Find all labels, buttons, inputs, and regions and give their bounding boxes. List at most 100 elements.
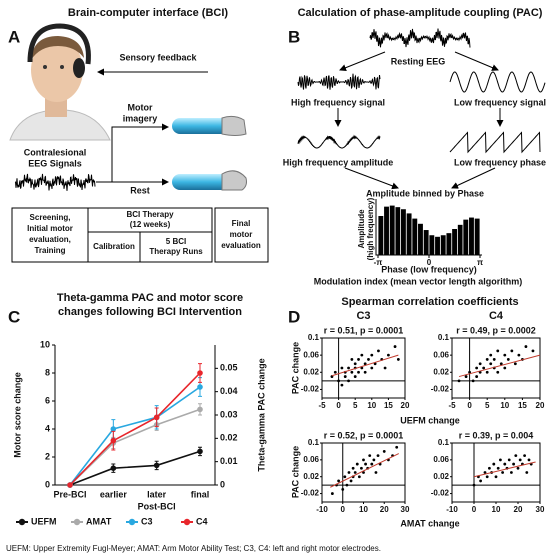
bar xyxy=(395,207,401,255)
point xyxy=(360,366,364,370)
point xyxy=(330,492,334,495)
x-tick-label: 30 xyxy=(401,505,410,514)
y-tick-label: 0.02 xyxy=(303,472,319,481)
waveform xyxy=(449,131,541,154)
point xyxy=(496,370,500,374)
point xyxy=(503,366,507,370)
label: Resting EEG xyxy=(391,56,446,66)
caption: UEFM: Upper Extremity Fugl-Meyer; AMAT: … xyxy=(6,544,381,553)
point xyxy=(482,366,486,370)
table-cell: BCI Therapy xyxy=(126,210,174,219)
point xyxy=(475,366,479,370)
point xyxy=(343,375,347,378)
point xyxy=(492,358,496,361)
point xyxy=(372,458,376,462)
point xyxy=(512,462,515,466)
point xyxy=(393,345,397,348)
label: Modulation index (mean vector length alg… xyxy=(314,276,523,286)
x-tick-label: -5 xyxy=(448,401,456,410)
point xyxy=(362,458,365,462)
table-cell: evaluation xyxy=(221,241,261,250)
point xyxy=(485,475,489,479)
point xyxy=(492,462,496,466)
bar xyxy=(406,213,412,255)
point xyxy=(457,379,461,383)
waveform xyxy=(449,71,546,93)
point xyxy=(374,471,378,474)
x-axis-label: UEFM change xyxy=(400,415,460,425)
point xyxy=(353,471,357,474)
panel-letter: A xyxy=(8,27,20,46)
panel-letter: B xyxy=(288,27,300,46)
x-tick-label: -10 xyxy=(316,505,328,514)
point xyxy=(395,445,399,449)
point xyxy=(464,375,468,378)
point xyxy=(357,370,360,374)
table-cell: Final xyxy=(232,219,251,228)
point xyxy=(503,353,507,357)
point xyxy=(360,466,363,470)
panel-letter: C xyxy=(8,307,20,326)
y-tick-label: 6 xyxy=(45,395,50,405)
point xyxy=(499,362,503,366)
table-cell: evaluation, xyxy=(29,235,71,244)
point xyxy=(110,437,117,444)
y-tick-label: 0 xyxy=(45,479,50,489)
point xyxy=(67,482,73,488)
x-tick-label: 0 xyxy=(427,258,432,267)
table-cell: 5 BCI xyxy=(166,237,186,246)
arrows xyxy=(334,51,504,190)
table-cell: Training xyxy=(34,246,65,255)
point xyxy=(510,471,513,474)
y-tick-label: 0.1 xyxy=(438,333,450,342)
fit-line xyxy=(331,354,399,377)
y2-tick-label: 0 xyxy=(220,479,225,489)
point xyxy=(347,366,350,370)
arrow xyxy=(111,123,169,182)
series-line xyxy=(69,450,201,486)
legend-swatch xyxy=(18,518,26,526)
label: EEG Signals xyxy=(28,158,82,168)
x-tick-label: 10 xyxy=(492,505,501,514)
point xyxy=(494,475,498,479)
point xyxy=(472,483,476,487)
x-tick-label: final xyxy=(191,489,210,499)
y-axis-label: Amplitude xyxy=(357,209,366,249)
bar xyxy=(384,206,389,255)
point xyxy=(360,353,364,357)
point xyxy=(355,462,359,466)
point xyxy=(350,370,354,374)
x-tick-label: -5 xyxy=(318,401,326,410)
bar xyxy=(418,223,423,255)
table-cell: Therapy Runs xyxy=(149,247,203,256)
label: imagery xyxy=(123,113,158,123)
y-tick-label: -0.02 xyxy=(431,385,450,394)
point xyxy=(197,406,203,413)
legend-swatch xyxy=(183,518,191,526)
bar xyxy=(463,219,469,255)
x-tick-label: 0 xyxy=(472,505,477,514)
annotation: r = 0.39, p = 0.004 xyxy=(459,430,534,440)
y-tick-label: 0.1 xyxy=(438,438,450,447)
y2-tick-label: 0.01 xyxy=(220,456,238,466)
timeline-table xyxy=(11,207,269,263)
bar xyxy=(400,209,406,255)
legend-swatch xyxy=(128,518,136,526)
point xyxy=(337,379,340,383)
x-tick-label: Pre-BCI xyxy=(53,489,86,499)
plot-title: C3 xyxy=(356,310,370,322)
point xyxy=(383,366,387,370)
x-group-label: Post-BCI xyxy=(138,501,176,511)
point xyxy=(496,349,500,353)
point xyxy=(525,471,529,474)
bar xyxy=(452,229,458,255)
legend-label: AMAT xyxy=(86,516,112,526)
point xyxy=(340,366,344,370)
label: Contralesional xyxy=(24,147,87,157)
point xyxy=(513,362,517,366)
point xyxy=(368,454,372,458)
point xyxy=(353,375,357,378)
panel-title: Theta-gamma PAC and motor score xyxy=(57,292,243,304)
label: Motor xyxy=(128,102,153,112)
